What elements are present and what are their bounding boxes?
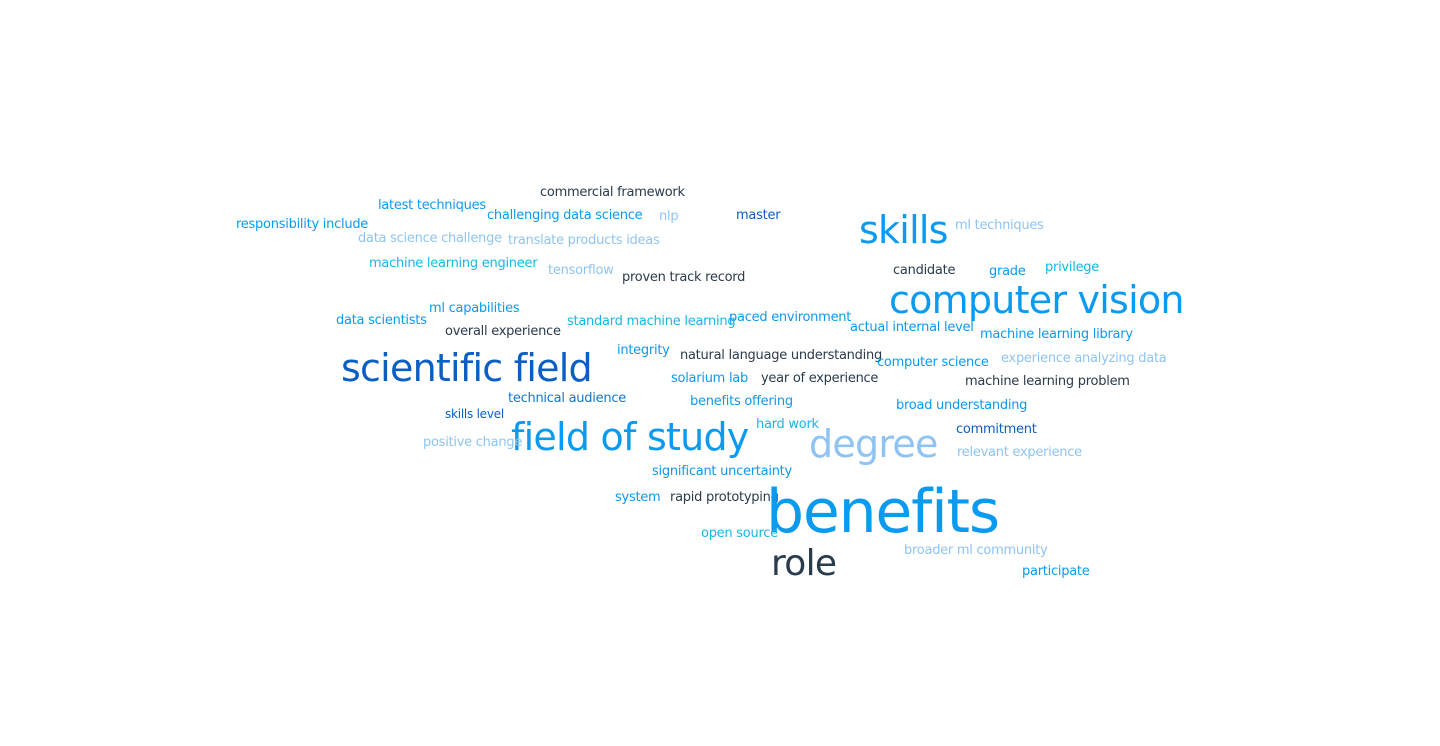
word-role: role: [771, 543, 837, 584]
word-year-of-experience: year of experience: [761, 371, 879, 386]
word-tensorflow: tensorflow: [548, 263, 614, 278]
word-experience-analyzing-data: experience analyzing data: [1001, 351, 1167, 366]
word-broad-understanding: broad understanding: [896, 398, 1028, 413]
word-machine-learning-problem: machine learning problem: [965, 374, 1130, 389]
word-standard-machine-learning: standard machine learning: [567, 314, 736, 329]
word-privilege: privilege: [1045, 260, 1100, 275]
word-overall-experience: overall experience: [445, 324, 561, 339]
word-benefits: benefits: [766, 477, 1000, 547]
word-open-source: open source: [701, 526, 778, 541]
word-skills: skills: [859, 208, 948, 252]
word-relevant-experience: relevant experience: [957, 445, 1082, 460]
word-participate: participate: [1022, 564, 1090, 579]
word-commitment: commitment: [956, 422, 1037, 437]
word-benefits-offering: benefits offering: [690, 394, 793, 409]
word-ml-capabilities: ml capabilities: [429, 301, 520, 316]
word-nlp: nlp: [659, 209, 679, 224]
word-rapid-prototyping: rapid prototyping: [670, 490, 779, 505]
word-paced-environment: paced environment: [729, 310, 852, 325]
word-latest-techniques: latest techniques: [378, 198, 486, 213]
word-proven-track-record: proven track record: [622, 270, 746, 285]
word-ml-techniques: ml techniques: [955, 218, 1044, 233]
word-integrity: integrity: [617, 343, 670, 358]
word-hard-work: hard work: [756, 417, 819, 432]
word-data-scientists: data scientists: [336, 313, 427, 328]
word-machine-learning-library: machine learning library: [980, 327, 1133, 342]
word-grade: grade: [989, 264, 1026, 279]
word-computer-vision: computer vision: [889, 278, 1184, 322]
word-natural-language-understanding: natural language understanding: [680, 348, 882, 363]
word-degree: degree: [809, 422, 938, 466]
word-machine-learning-engineer: machine learning engineer: [369, 256, 538, 271]
word-challenging-data-science: challenging data science: [487, 208, 643, 223]
word-significant-uncertainty: significant uncertainty: [652, 464, 792, 479]
word-data-science-challenge: data science challenge: [358, 231, 502, 246]
word-responsibility-include: responsibility include: [236, 217, 369, 232]
word-technical-audience: technical audience: [508, 391, 626, 406]
word-commercial-framework: commercial framework: [540, 185, 685, 200]
word-actual-internal-level: actual internal level: [850, 320, 974, 335]
word-field-of-study: field of study: [511, 415, 749, 459]
word-skills-level: skills level: [445, 407, 504, 421]
word-translate-products-ideas: translate products ideas: [508, 233, 660, 248]
word-system: system: [615, 490, 661, 505]
word-broader-ml-community: broader ml community: [904, 543, 1048, 558]
word-computer-science: computer science: [877, 355, 989, 370]
word-positive-change: positive change: [423, 435, 523, 450]
word-solarium-lab: solarium lab: [671, 371, 749, 386]
word-master: master: [736, 208, 781, 223]
word-candidate: candidate: [893, 263, 956, 278]
word-scientific-field: scientific field: [341, 346, 593, 390]
